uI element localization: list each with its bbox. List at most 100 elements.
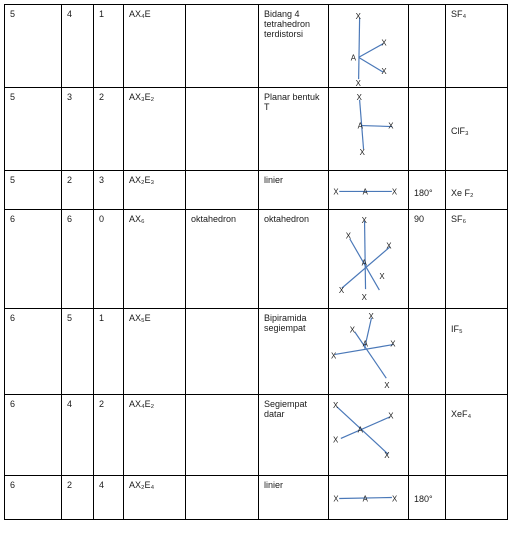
- formula-type-cell: AX₆: [123, 209, 186, 309]
- table-row: 5 3 2 AX₃E₂ Planar bentuk T X A X X ClF₃: [4, 87, 508, 171]
- electron-geometry-cell: [185, 394, 259, 476]
- formula-type-cell: AX₃E₂: [123, 87, 186, 171]
- ligand-label: X: [381, 39, 387, 48]
- example-cell: XeF₄: [445, 394, 508, 476]
- geometry-diagram-cell: X X A X X X: [328, 308, 409, 395]
- central-atom-label: A: [363, 494, 369, 503]
- bond-angle-cell: [408, 87, 446, 171]
- ligand-label: X: [333, 401, 339, 410]
- ligand-label: X: [360, 148, 366, 157]
- sf4-seesaw-diagram: X X A X X: [351, 12, 388, 87]
- geometry-diagram-cell: X X X A X X X: [328, 209, 409, 309]
- lone-pairs-cell: 0: [93, 209, 124, 309]
- central-atom-label: A: [351, 53, 357, 62]
- total-pairs-cell: 6: [4, 209, 62, 309]
- lone-pairs-cell: 1: [93, 308, 124, 395]
- bond-angle-cell: 180°: [408, 170, 446, 210]
- example-cell: [445, 475, 508, 520]
- molecular-shape-cell: linier: [258, 170, 329, 210]
- geometry-diagram-cell: X A X: [328, 475, 409, 520]
- bond-angle-cell: 90: [408, 209, 446, 309]
- total-pairs-cell: 6: [4, 308, 62, 395]
- example-cell: ClF₃: [445, 87, 508, 171]
- table-row: 6 6 0 AX₆ oktahedron oktahedron X X X A …: [4, 209, 508, 309]
- ligand-label: X: [356, 79, 362, 87]
- molecular-shape-cell: Bidang 4 tetrahedron terdistorsi: [258, 4, 329, 88]
- formula-type-cell: AX₄E₂: [123, 394, 186, 476]
- molecular-shape-cell: Bipiramida segiempat: [258, 308, 329, 395]
- central-atom-label: A: [358, 426, 364, 435]
- ligand-label: X: [384, 451, 390, 460]
- formula-type-cell: AX₂E₃: [123, 170, 186, 210]
- bond-angle-cell: [408, 308, 446, 395]
- table-row: 6 4 2 AX₄E₂ Segiempat datar X X A X X Xe…: [4, 394, 508, 476]
- ax2e4-linear-diagram: X A X: [333, 494, 398, 503]
- example-cell: SF₄: [445, 4, 508, 88]
- geometry-diagram-cell: X X A X X: [328, 4, 409, 88]
- lone-pairs-cell: 4: [93, 475, 124, 520]
- total-pairs-cell: 5: [4, 4, 62, 88]
- ligand-label: X: [388, 412, 394, 421]
- molecular-shape-cell: Planar bentuk T: [258, 87, 329, 171]
- example-cell: Xe F₂: [445, 170, 508, 210]
- ligand-label: X: [333, 187, 339, 196]
- electron-geometry-cell: [185, 308, 259, 395]
- central-atom-label: A: [358, 122, 364, 131]
- total-pairs-cell: 5: [4, 170, 62, 210]
- bonding-pairs-cell: 3: [61, 87, 94, 171]
- geometry-diagram-cell: X A X X: [328, 87, 409, 171]
- if5-square-pyramidal-diagram: X X A X X X: [331, 312, 396, 390]
- molecular-shape-cell: oktahedron: [258, 209, 329, 309]
- electron-geometry-cell: [185, 475, 259, 520]
- central-atom-label: A: [362, 258, 368, 267]
- ligand-label: X: [356, 12, 362, 21]
- central-atom-label: A: [363, 340, 369, 349]
- table-row: 6 2 4 AX₂E₄ linier X A X 180°: [4, 475, 508, 520]
- ligand-label: X: [388, 122, 394, 131]
- table-row: 5 4 1 AX₄E Bidang 4 tetrahedron terdisto…: [4, 4, 508, 88]
- xef4-square-planar-diagram: X X A X X: [333, 401, 394, 460]
- formula-type-cell: AX₅E: [123, 308, 186, 395]
- ligand-label: X: [339, 286, 345, 295]
- example-cell: SF₆: [445, 209, 508, 309]
- formula-type-cell: AX₄E: [123, 4, 186, 88]
- ligand-label: X: [357, 93, 363, 102]
- central-atom-label: A: [363, 187, 369, 196]
- ligand-label: X: [392, 494, 398, 503]
- bond-angle-cell: [408, 394, 446, 476]
- electron-geometry-cell: [185, 87, 259, 171]
- molecular-shape-cell: Segiempat datar: [258, 394, 329, 476]
- table-row: 6 5 1 AX₅E Bipiramida segiempat X X A X …: [4, 308, 508, 395]
- electron-geometry-cell: oktahedron: [185, 209, 259, 309]
- ligand-label: X: [333, 435, 339, 444]
- electron-geometry-cell: [185, 170, 259, 210]
- ligand-label: X: [392, 187, 398, 196]
- clf3-t-shape-diagram: X A X X: [357, 93, 395, 157]
- ligand-label: X: [350, 326, 356, 335]
- xef2-linear-diagram: X A X: [333, 187, 398, 196]
- formula-type-cell: AX₂E₄: [123, 475, 186, 520]
- bond-angle-cell: [408, 4, 446, 88]
- total-pairs-cell: 5: [4, 87, 62, 171]
- lone-pairs-cell: 3: [93, 170, 124, 210]
- lone-pairs-cell: 1: [93, 4, 124, 88]
- ligand-label: X: [362, 293, 368, 302]
- geometry-diagram-cell: X X A X X: [328, 394, 409, 476]
- ligand-label: X: [331, 351, 337, 360]
- ligand-label: X: [362, 216, 368, 225]
- ligand-label: X: [369, 312, 375, 321]
- bonding-pairs-cell: 2: [61, 170, 94, 210]
- bonding-pairs-cell: 6: [61, 209, 94, 309]
- ligand-label: X: [333, 494, 339, 503]
- bonding-pairs-cell: 4: [61, 394, 94, 476]
- ligand-label: X: [390, 340, 396, 349]
- ligand-label: X: [346, 232, 352, 241]
- ligand-label: X: [381, 67, 387, 76]
- vsepr-shape-table: 5 4 1 AX₄E Bidang 4 tetrahedron terdisto…: [4, 4, 508, 520]
- ligand-label: X: [384, 381, 390, 390]
- geometry-diagram-cell: X A X: [328, 170, 409, 210]
- bonding-pairs-cell: 2: [61, 475, 94, 520]
- total-pairs-cell: 6: [4, 394, 62, 476]
- bonding-pairs-cell: 5: [61, 308, 94, 395]
